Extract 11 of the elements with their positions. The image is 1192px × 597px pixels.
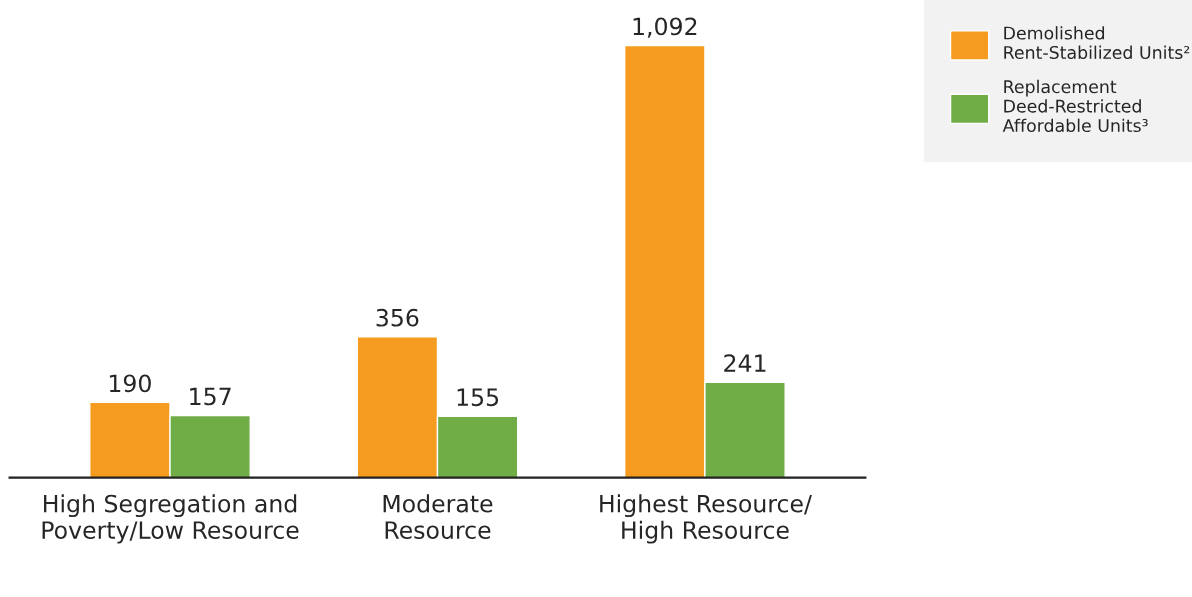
x-tick-label: High Segregation and Poverty/Low Resource: [42, 494, 299, 544]
x-tick-label: Moderate Resource: [383, 494, 493, 539]
legend-label: Replacement Deed-Restricted Affordable Units³: [1002, 79, 1148, 133]
x-tick-label: Highest Resource/ High Resource: [600, 494, 812, 544]
data-label: 157: [190, 387, 231, 406]
data-label: 155: [457, 388, 499, 407]
data-label: 190: [109, 374, 151, 393]
data-label: 356: [376, 308, 419, 327]
data-label: 1,092: [633, 17, 697, 38]
legend-label: Demolished Rent-Stabilized Units²: [1004, 26, 1190, 60]
data-label: 241: [724, 354, 766, 372]
